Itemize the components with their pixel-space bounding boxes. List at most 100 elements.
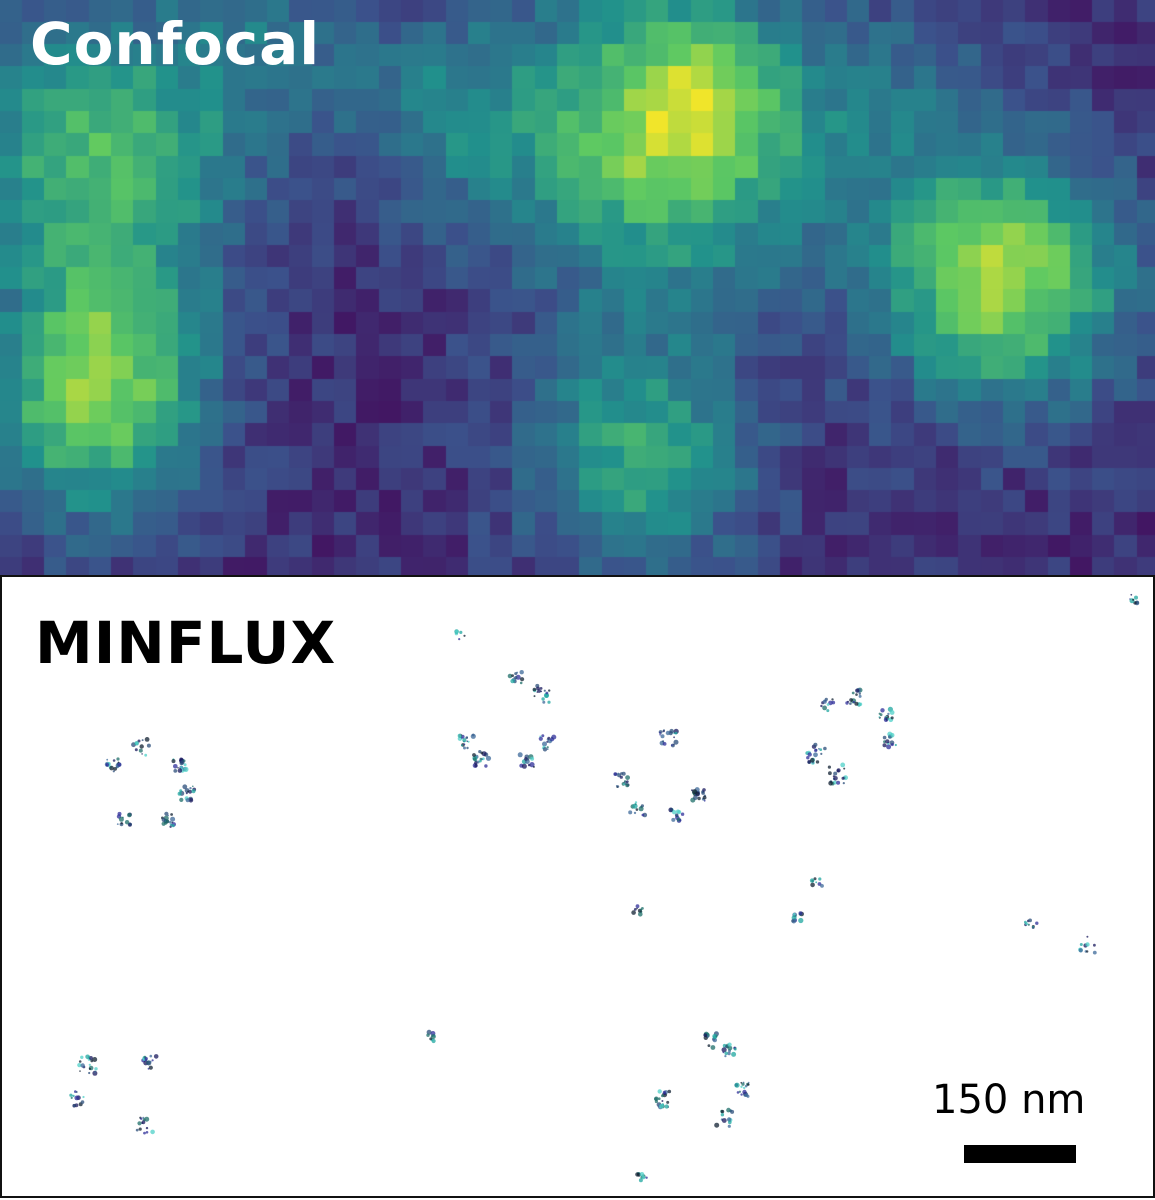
localization-point xyxy=(623,783,626,786)
localization-point xyxy=(118,816,124,822)
localization-point xyxy=(80,1055,84,1059)
localization-point xyxy=(659,733,661,736)
localization-point xyxy=(517,752,523,758)
localization-point xyxy=(679,819,682,822)
localization-point xyxy=(120,822,123,825)
localization-point xyxy=(665,730,671,736)
localization-point xyxy=(833,771,838,776)
localization-point xyxy=(693,795,698,800)
localization-point xyxy=(887,712,890,716)
localization-point xyxy=(519,681,523,685)
localization-point xyxy=(697,796,701,801)
localization-point xyxy=(747,1083,750,1086)
localization-point xyxy=(674,731,678,735)
localization-point xyxy=(1134,595,1138,600)
localization-point xyxy=(878,716,881,718)
localization-point xyxy=(519,670,524,675)
localization-point xyxy=(727,1124,731,1128)
localization-point xyxy=(170,813,174,816)
localization-point xyxy=(460,744,463,747)
localization-point xyxy=(710,1045,716,1050)
localization-point xyxy=(124,820,130,825)
localization-point xyxy=(94,1071,96,1074)
localization-point xyxy=(847,700,849,703)
localization-point xyxy=(151,1059,154,1062)
localization-point xyxy=(426,1033,430,1037)
localization-point xyxy=(740,1093,743,1096)
localization-point xyxy=(827,765,832,769)
localization-point xyxy=(1086,935,1089,938)
localization-point xyxy=(431,1035,434,1037)
localization-point xyxy=(90,1059,94,1063)
localization-point xyxy=(109,765,114,771)
minflux-panel-label: MINFLUX xyxy=(35,609,337,677)
localization-point xyxy=(887,731,893,737)
localization-point xyxy=(187,790,190,793)
localization-point xyxy=(692,789,698,795)
localization-point xyxy=(177,791,182,796)
localization-point xyxy=(886,744,892,750)
localization-point xyxy=(140,1117,143,1120)
localization-point xyxy=(620,772,623,775)
localization-point xyxy=(127,822,132,827)
localization-point xyxy=(1024,920,1027,924)
localization-point xyxy=(741,1082,745,1086)
localization-point xyxy=(673,736,675,739)
localization-point xyxy=(478,750,482,754)
confocal-image-panel: Confocal xyxy=(0,0,1155,575)
localization-point xyxy=(1132,598,1135,601)
localization-point xyxy=(183,763,187,767)
localization-point xyxy=(828,781,833,786)
localization-point xyxy=(1093,943,1096,947)
localization-point xyxy=(676,809,680,814)
localization-point xyxy=(813,742,818,747)
localization-point xyxy=(92,1057,98,1062)
localization-point xyxy=(813,877,817,881)
localization-point xyxy=(633,811,637,815)
localization-point xyxy=(734,1082,740,1088)
localization-point xyxy=(894,743,897,747)
localization-point xyxy=(730,1109,735,1114)
localization-point xyxy=(106,758,109,761)
localization-point xyxy=(88,1063,91,1066)
localization-point xyxy=(793,913,796,916)
localization-point xyxy=(543,689,546,692)
localization-point xyxy=(798,911,803,916)
localization-point xyxy=(183,766,189,772)
localization-point xyxy=(854,701,859,706)
localization-point xyxy=(661,1094,664,1098)
localization-point xyxy=(840,762,846,768)
localization-point xyxy=(1092,950,1097,955)
localization-point xyxy=(639,1172,645,1177)
localization-point xyxy=(141,1120,146,1125)
localization-point xyxy=(738,1090,742,1093)
localization-point xyxy=(69,1093,73,1097)
localization-point xyxy=(145,1131,149,1134)
localization-point xyxy=(703,1033,708,1037)
localization-point xyxy=(820,752,823,755)
localization-point xyxy=(852,700,855,704)
localization-point xyxy=(474,761,478,765)
localization-point xyxy=(188,798,194,803)
localization-point xyxy=(92,1070,98,1076)
localization-point xyxy=(507,673,513,679)
localization-point xyxy=(80,1063,85,1068)
localization-point xyxy=(161,817,166,822)
localization-point xyxy=(467,740,470,743)
localization-point xyxy=(724,1051,728,1056)
localization-point xyxy=(1133,601,1137,605)
localization-point xyxy=(541,697,545,701)
localization-point xyxy=(736,1091,740,1094)
localization-point xyxy=(521,763,527,769)
localization-point xyxy=(179,789,183,793)
localization-point xyxy=(150,1129,155,1135)
localization-point xyxy=(628,810,633,815)
localization-point xyxy=(74,1095,80,1101)
localization-point xyxy=(635,1172,640,1177)
localization-point xyxy=(465,736,469,739)
localization-point xyxy=(192,785,194,788)
localization-point xyxy=(826,703,830,706)
localization-point xyxy=(633,908,637,911)
localization-point xyxy=(526,757,530,761)
localization-point xyxy=(112,759,116,762)
